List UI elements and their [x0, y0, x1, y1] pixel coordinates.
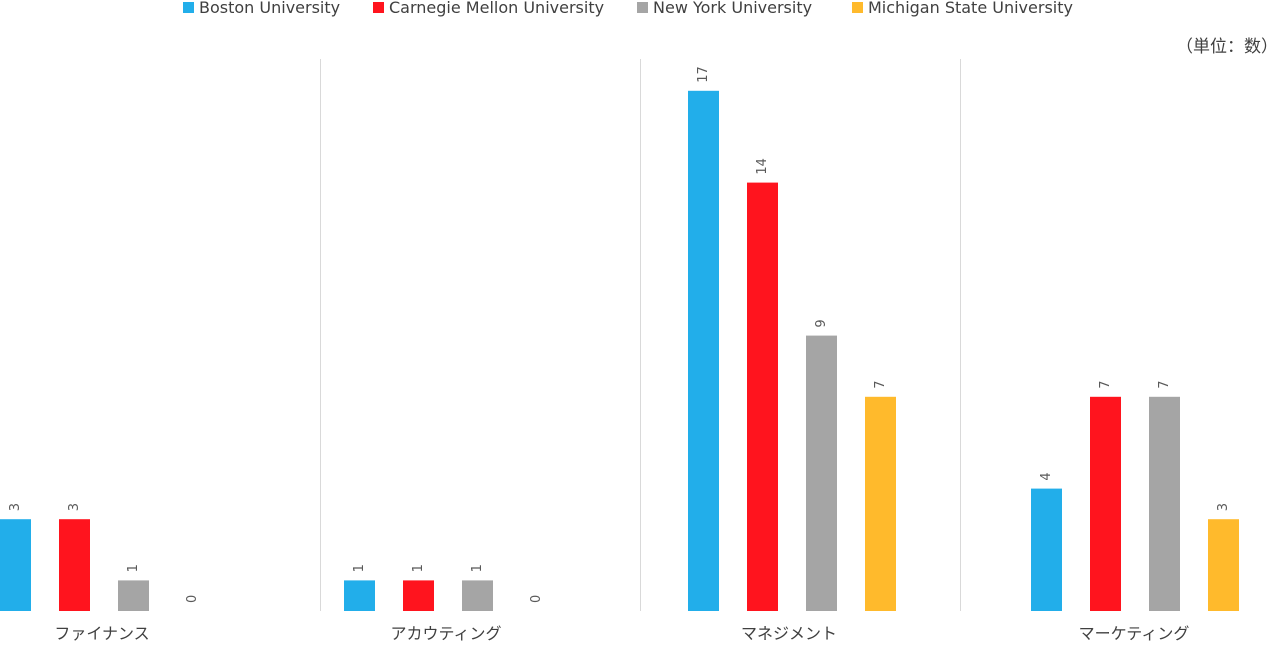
data-label: 17 — [696, 66, 711, 83]
legend-swatch — [852, 2, 863, 13]
unit-note: （単位：数） — [1176, 37, 1278, 57]
bar — [403, 580, 434, 611]
data-label: 1 — [411, 564, 426, 572]
data-label: 7 — [1098, 381, 1113, 389]
bar — [688, 90, 719, 612]
bars — [0, 90, 1239, 612]
legend-label: New York University — [653, 0, 812, 17]
category-separators — [320, 59, 961, 611]
category-label: アカウティング — [390, 624, 501, 643]
data-label: 3 — [8, 503, 23, 511]
bar — [462, 580, 493, 611]
legend-swatch — [373, 2, 384, 13]
data-label: 1 — [126, 564, 141, 572]
category-labels: ファイナンス アカウティング マネジメント マーケティング — [54, 624, 1189, 643]
legend-label: Michigan State University — [868, 0, 1073, 17]
data-label: 4 — [1039, 472, 1054, 480]
bar — [1090, 396, 1121, 611]
legend-label: Carnegie Mellon University — [389, 0, 604, 17]
category-label: ファイナンス — [54, 624, 149, 643]
bar — [0, 519, 31, 611]
legend-label: Boston University — [199, 0, 340, 17]
data-label: 3 — [1216, 503, 1231, 511]
bar — [344, 580, 375, 611]
data-label: 1 — [470, 564, 485, 572]
bar — [59, 519, 90, 611]
legend-swatch — [637, 2, 648, 13]
legend-swatch — [183, 2, 194, 13]
category-label: マネジメント — [741, 624, 837, 643]
bar — [747, 182, 778, 611]
legend: Boston University Carnegie Mellon Univers… — [183, 0, 1073, 17]
bar — [1208, 519, 1239, 611]
data-label: 7 — [1157, 381, 1172, 389]
category-label: マーケティング — [1079, 624, 1190, 643]
bar — [865, 396, 896, 611]
bar — [806, 335, 837, 611]
data-label: 9 — [814, 319, 829, 327]
data-label: 14 — [755, 158, 770, 175]
data-label: 0 — [185, 595, 200, 603]
bar — [118, 580, 149, 611]
bar — [1031, 488, 1062, 611]
data-label: 0 — [529, 595, 544, 603]
data-label: 3 — [67, 503, 82, 511]
bar — [1149, 396, 1180, 611]
data-labels: 3 3 1 0 1 1 1 0 17 14 9 7 4 7 7 3 — [8, 66, 1231, 603]
data-label: 1 — [352, 564, 367, 572]
data-label: 7 — [873, 381, 888, 389]
